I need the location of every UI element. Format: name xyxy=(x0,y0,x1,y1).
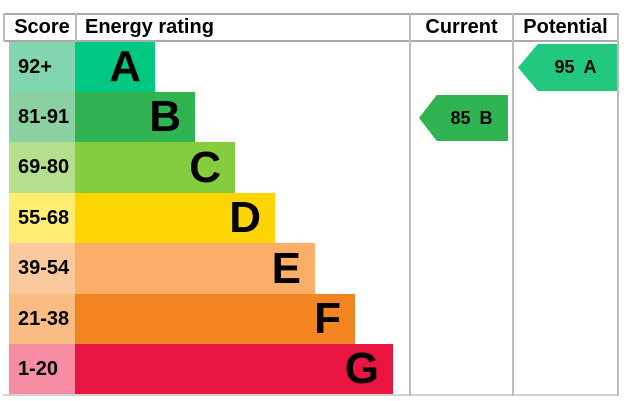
table-top-border xyxy=(3,13,618,15)
band-letter: G xyxy=(344,344,379,393)
current-rating-value: 85 xyxy=(450,107,471,128)
band-letter: F xyxy=(314,294,341,343)
potential-rating-letter: A xyxy=(583,57,597,77)
header-underline xyxy=(3,40,618,42)
score-cell: 21-38 xyxy=(9,294,75,344)
band-letter: D xyxy=(229,193,261,242)
band-row-d: 55-68 D xyxy=(0,193,630,243)
band-bar: G xyxy=(75,344,393,394)
score-cell: 69-80 xyxy=(9,142,75,193)
band-row-b: 81-91 B xyxy=(0,92,630,142)
band-bar: C xyxy=(75,142,235,193)
band-bar: A xyxy=(75,42,155,92)
current-rating-arrow: 85 B xyxy=(419,95,508,141)
score-header: Score xyxy=(14,16,70,38)
energy-rating-header: Energy rating xyxy=(85,16,214,38)
score-column-divider xyxy=(75,13,77,42)
potential-column-divider xyxy=(512,13,514,396)
potential-header: Potential xyxy=(523,16,608,38)
current-rating-letter: B xyxy=(479,107,493,128)
score-cell: 39-54 xyxy=(9,243,75,294)
band-bar: B xyxy=(75,92,195,142)
band-row-g: 1-20 G xyxy=(0,344,630,394)
table-bottom-border xyxy=(3,394,618,396)
band-letter: A xyxy=(109,42,141,91)
band-row-e: 39-54 E xyxy=(0,243,630,294)
header-left-border xyxy=(3,13,5,42)
band-letter: C xyxy=(189,142,221,192)
table-right-border xyxy=(617,13,619,396)
band-row-f: 21-38 F xyxy=(0,294,630,344)
potential-rating-arrow: 95 A xyxy=(518,44,617,91)
band-bar: E xyxy=(75,243,315,294)
current-column-divider xyxy=(409,13,411,396)
band-letter: E xyxy=(271,243,301,293)
score-cell: 81-91 xyxy=(9,92,75,142)
potential-rating-value: 95 xyxy=(554,57,575,77)
score-cell: 92+ xyxy=(9,42,75,92)
score-cell: 1-20 xyxy=(9,344,75,394)
score-cell: 55-68 xyxy=(9,193,75,243)
band-bar: F xyxy=(75,294,355,344)
band-row-c: 69-80 C xyxy=(0,142,630,193)
band-row-a: 92+ A xyxy=(0,42,630,92)
band-letter: B xyxy=(149,92,181,141)
band-bar: D xyxy=(75,193,275,243)
current-header: Current xyxy=(425,16,498,38)
